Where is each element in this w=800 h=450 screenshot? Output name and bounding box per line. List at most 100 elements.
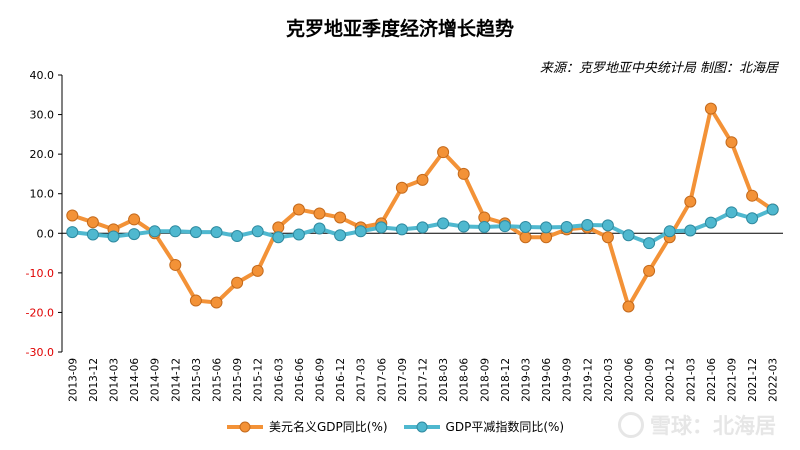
series-point-0: [231, 276, 244, 289]
series-line-0: [70, 106, 775, 309]
series-point-0: [437, 146, 450, 159]
series-point-1: [107, 230, 120, 243]
x-tick-label: 2014-09: [150, 358, 162, 402]
series-point-1: [128, 228, 141, 241]
y-tick-label: 10.0: [30, 188, 55, 201]
x-tick-label: 2018-12: [500, 358, 512, 402]
series-point-0: [519, 231, 532, 244]
series-point-1: [519, 220, 532, 233]
series-point-1: [416, 221, 429, 234]
series-point-1: [375, 221, 388, 234]
series-point-0: [643, 264, 656, 277]
watermark-text: 雪球：北海居: [650, 414, 776, 438]
series-point-1: [66, 226, 79, 239]
series-point-1: [189, 226, 202, 239]
series-point-1: [560, 220, 573, 233]
x-tick-label: 2013-12: [88, 358, 100, 402]
x-tick-label: 2020-06: [624, 358, 636, 402]
series-point-0: [313, 207, 326, 220]
x-tick-label: 2014-12: [170, 358, 182, 402]
series-point-0: [540, 231, 553, 244]
series-point-0: [66, 209, 79, 222]
y-tick-label: -20.0: [26, 306, 54, 319]
series-point-0: [684, 195, 697, 208]
series-point-1: [334, 229, 347, 242]
series-point-0: [457, 167, 470, 180]
legend-marker-gdp-deflator: [403, 421, 440, 432]
series-point-0: [395, 181, 408, 194]
y-tick-label: 20.0: [30, 148, 55, 161]
series-point-1: [643, 237, 656, 250]
y-tick-label: 30.0: [30, 109, 55, 122]
x-tick-label: 2014-06: [129, 358, 141, 402]
series-point-0: [622, 300, 635, 313]
legend-item-nominal-gdp: 美元名义GDP同比(%): [225, 418, 388, 435]
series-point-1: [148, 225, 161, 238]
series-point-0: [210, 296, 223, 309]
x-tick-label: 2015-03: [191, 358, 203, 402]
series-point-1: [395, 223, 408, 236]
legend-label-gdp-deflator: GDP平减指数同比(%): [445, 420, 565, 434]
series-point-0: [189, 294, 202, 307]
watermark: 雪球：北海居: [618, 410, 776, 440]
x-tick-label: 2020-09: [644, 358, 656, 402]
x-tick-label: 2021-06: [706, 358, 718, 402]
x-tick-label: 2019-06: [541, 358, 553, 402]
series-point-0: [272, 221, 285, 234]
series-point-0: [334, 211, 347, 224]
series-point-1: [354, 225, 367, 238]
series-point-1: [272, 231, 285, 244]
x-tick-label: 2013-09: [67, 358, 79, 402]
series-point-1: [601, 219, 614, 232]
series-point-0: [169, 258, 182, 271]
x-tick-label: 2017-09: [397, 358, 409, 402]
series-point-1: [251, 225, 264, 238]
legend-label-nominal-gdp: 美元名义GDP同比(%): [269, 420, 388, 434]
series-point-0: [725, 136, 738, 149]
series-point-1: [437, 217, 450, 230]
series-point-1: [457, 220, 470, 233]
series-point-1: [622, 229, 635, 242]
x-tick-label: 2016-03: [273, 358, 285, 402]
series-point-1: [169, 225, 182, 238]
series-point-1: [766, 203, 779, 216]
x-tick-label: 2017-06: [376, 358, 388, 402]
series-point-1: [684, 224, 697, 237]
x-tick-label: 2018-03: [438, 358, 450, 402]
series-point-0: [86, 216, 99, 229]
series-point-0: [746, 189, 759, 202]
y-tick-label: 0.0: [37, 227, 55, 240]
x-tick-label: 2017-12: [418, 358, 430, 402]
legend-item-gdp-deflator: GDP平减指数同比(%): [402, 418, 565, 435]
chart-legend: 美元名义GDP同比(%) GDP平减指数同比(%): [225, 418, 578, 435]
series-point-0: [601, 231, 614, 244]
series-point-1: [86, 228, 99, 241]
series-point-1: [746, 212, 759, 225]
series-point-1: [663, 225, 676, 238]
x-tick-label: 2015-09: [232, 358, 244, 402]
x-tick-label: 2017-03: [356, 358, 368, 402]
snowball-logo-icon: [618, 412, 644, 438]
y-tick-label: -30.0: [26, 346, 54, 359]
x-tick-label: 2016-06: [294, 358, 306, 402]
x-tick-label: 2020-03: [603, 358, 615, 402]
x-tick-label: 2014-03: [109, 358, 121, 402]
series-point-0: [416, 173, 429, 186]
chart-title: 克罗地亚季度经济增长趋势: [285, 18, 514, 40]
x-tick-label: 2015-06: [212, 358, 224, 402]
x-tick-label: 2018-09: [479, 358, 491, 402]
series-point-1: [313, 222, 326, 235]
series-point-0: [292, 203, 305, 216]
series-point-0: [251, 264, 264, 277]
x-tick-label: 2021-09: [727, 358, 739, 402]
x-tick-label: 2021-03: [685, 358, 697, 402]
series-point-1: [581, 218, 594, 231]
series-point-0: [704, 102, 717, 115]
series-point-0: [128, 213, 141, 226]
y-tick-label: 40.0: [30, 69, 55, 82]
series-point-1: [210, 226, 223, 239]
series-point-1: [478, 220, 491, 233]
x-tick-label: 2016-09: [315, 358, 327, 402]
x-tick-label: 2019-09: [562, 358, 574, 402]
